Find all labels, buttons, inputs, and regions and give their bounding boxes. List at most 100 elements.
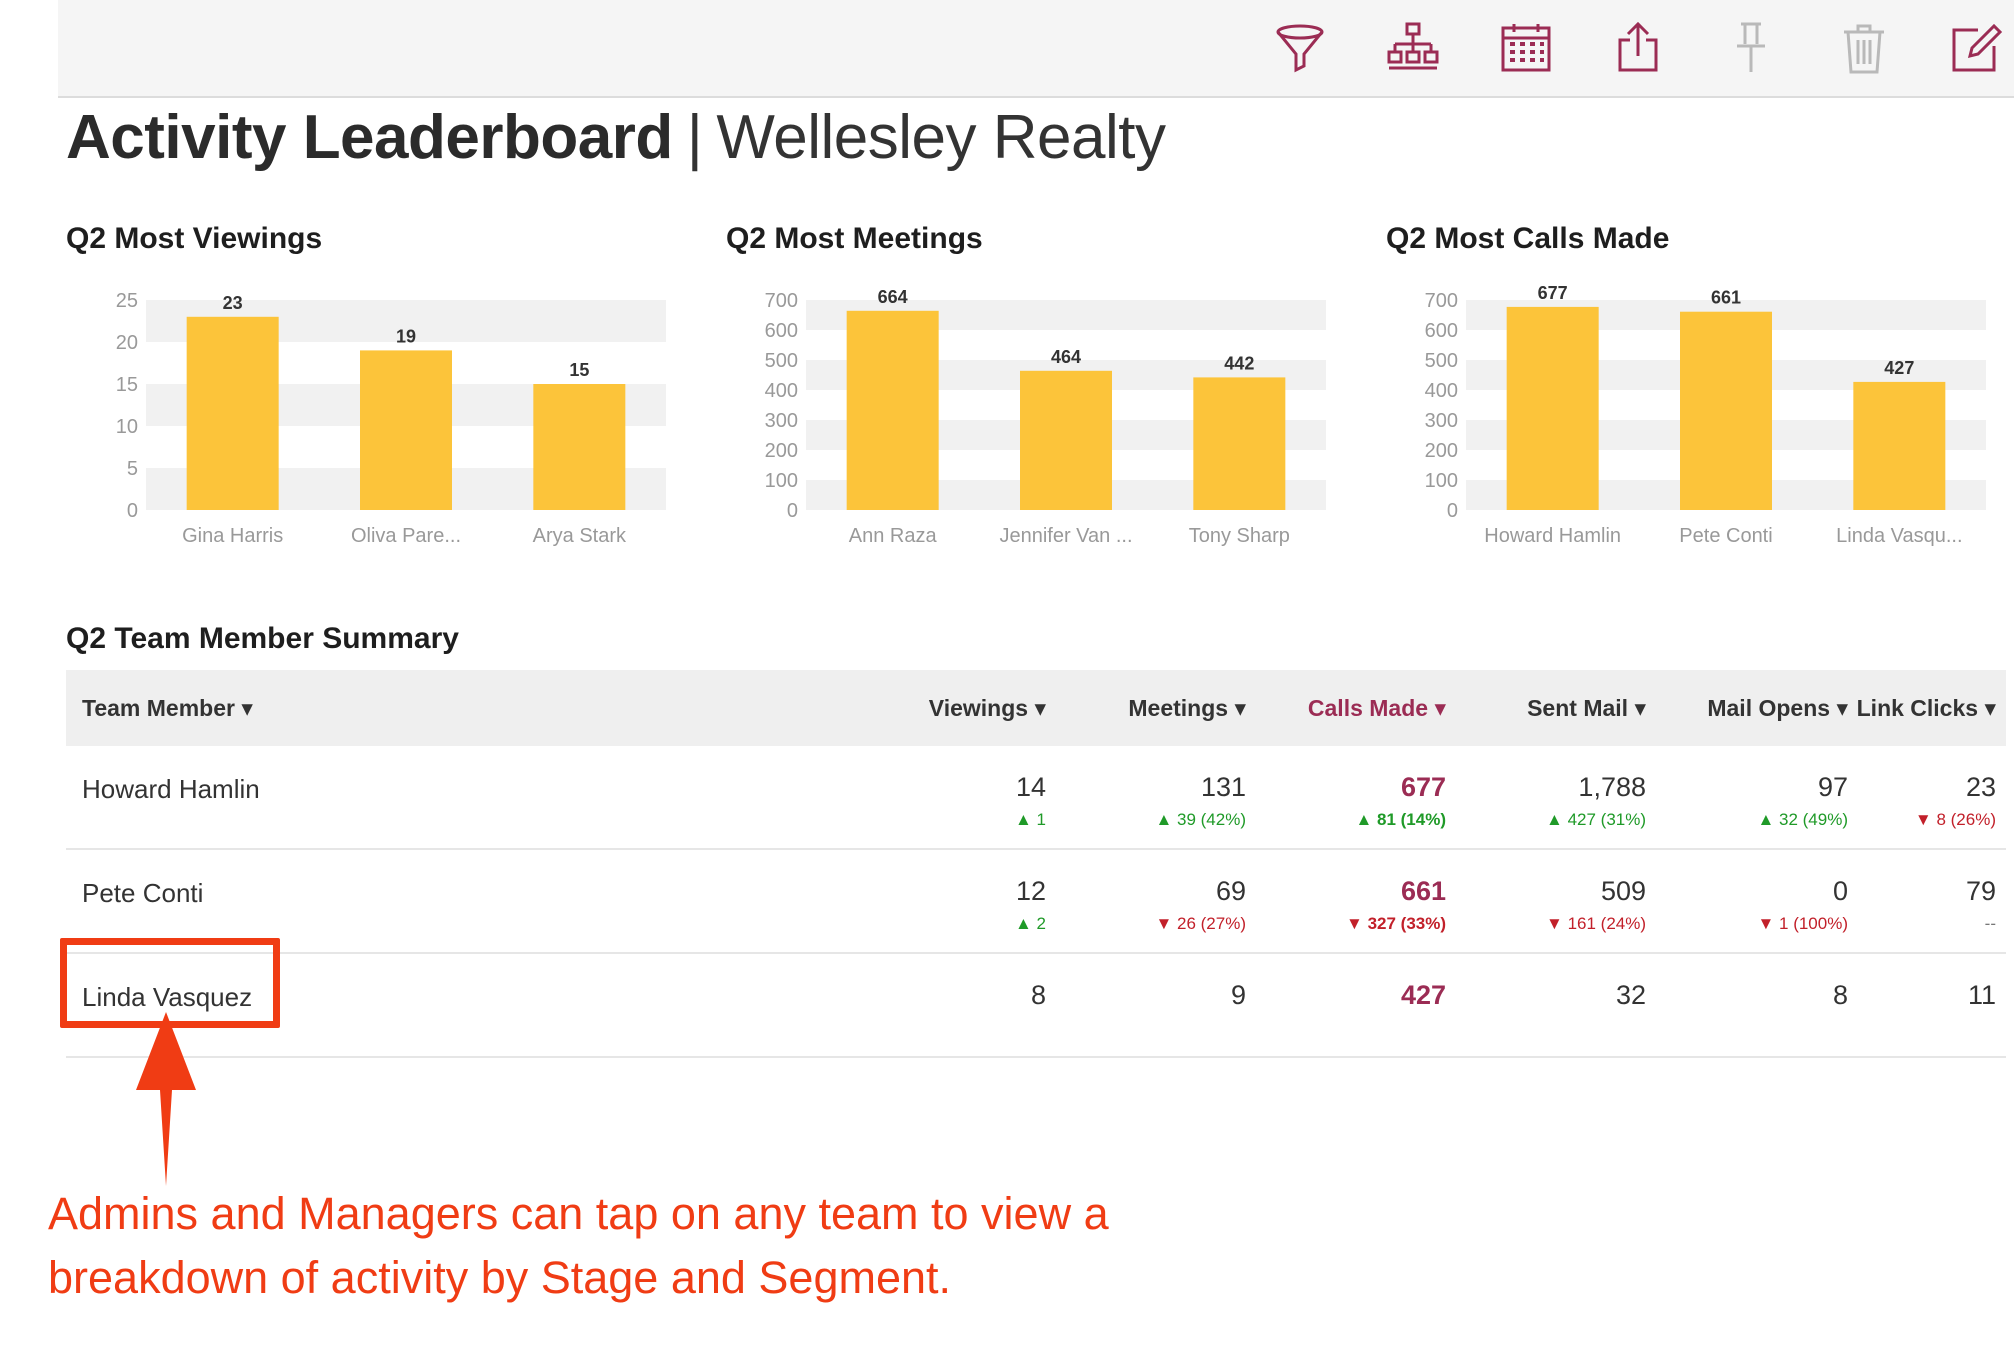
mail-opens-change: ▼ 1 (100%) xyxy=(1757,914,1848,933)
link-clicks-value: 23 xyxy=(1965,772,1996,802)
y-tick-label: 25 xyxy=(116,290,138,312)
bar-value-label: 664 xyxy=(878,287,908,307)
trash-icon[interactable] xyxy=(1834,18,1894,78)
y-tick-label: 500 xyxy=(1425,350,1458,372)
table-row[interactable]: Linda Vasquez 8 9 427 32 8 11 xyxy=(66,954,2006,1058)
table-header: Team Member ▾ Viewings ▾ Meetings ▾ Call… xyxy=(66,670,2006,746)
calls-made-cell: 427 xyxy=(1296,978,1446,1016)
meetings-value: 131 xyxy=(1200,772,1246,802)
x-category-label: Linda Vasqu... xyxy=(1836,525,1962,547)
column-meetings[interactable]: Meetings ▾ xyxy=(1128,695,1246,721)
column-calls-made[interactable]: Calls Made ▾ xyxy=(1307,695,1446,721)
bar[interactable] xyxy=(1680,311,1772,510)
y-tick-label: 500 xyxy=(765,350,798,372)
y-tick-label: 600 xyxy=(765,320,798,342)
bar[interactable] xyxy=(533,384,626,510)
link-clicks-cell: 79 -- xyxy=(1846,874,1996,936)
chart-title-meetings: Q2 Most Meetings xyxy=(726,222,983,255)
calls-made-cell: 661 ▼ 327 (33%) xyxy=(1296,874,1446,936)
y-tick-label: 5 xyxy=(127,458,138,480)
meetings-cell: 69 ▼ 26 (27%) xyxy=(1096,874,1246,936)
pin-icon[interactable] xyxy=(1721,18,1781,78)
summary-table: Team Member ▾ Viewings ▾ Meetings ▾ Call… xyxy=(66,670,2006,1058)
bar-value-label: 15 xyxy=(569,360,589,380)
bar[interactable] xyxy=(1853,381,1946,510)
link-clicks-change: ▼ 8 (26%) xyxy=(1914,810,1996,829)
y-tick-label: 300 xyxy=(765,410,798,432)
annotation-text: Admins and Managers can tap on any team … xyxy=(48,1188,1109,1303)
y-tick-label: 0 xyxy=(1447,500,1458,522)
link-clicks-value: 79 xyxy=(1965,876,1996,906)
bar[interactable] xyxy=(360,350,452,510)
calls-made-change: ▲ 81 (14%) xyxy=(1355,810,1446,829)
team-member-name[interactable]: Pete Conti xyxy=(82,878,204,908)
sent-mail-value: 1,788 xyxy=(1578,772,1646,802)
summary-title: Q2 Team Member Summary xyxy=(66,622,459,655)
bar[interactable] xyxy=(1506,306,1599,510)
team-member-name[interactable]: Howard Hamlin xyxy=(82,774,260,804)
y-tick-label: 300 xyxy=(1425,410,1458,432)
y-tick-label: 400 xyxy=(1425,380,1458,402)
calls-made-value: 427 xyxy=(1400,980,1446,1010)
page-title: Activity Leaderboard | Wellesley Realty xyxy=(66,102,1166,173)
calendar-icon[interactable] xyxy=(1496,18,1556,78)
title-separator: | xyxy=(686,103,703,172)
bar[interactable] xyxy=(1193,377,1286,510)
meetings-change: ▼ 26 (27%) xyxy=(1155,914,1246,933)
column-link-clicks[interactable]: Link Clicks ▾ xyxy=(1856,695,1996,721)
edit-icon[interactable] xyxy=(1946,18,2006,78)
calls-made-value: 661 xyxy=(1400,876,1446,906)
mail-opens-change: ▲ 32 (49%) xyxy=(1757,810,1848,829)
sent-mail-cell: 509 ▼ 161 (24%) xyxy=(1496,874,1646,936)
y-tick-label: 200 xyxy=(1425,440,1458,462)
mail-opens-value: 0 xyxy=(1832,876,1848,906)
meetings-value: 9 xyxy=(1230,980,1246,1010)
chart-calls-svg: 0 100 200 300 400 500 600 700 677 Howard Hamlin 66… xyxy=(1425,283,1986,547)
column-team-member[interactable]: Team Member ▾ xyxy=(82,695,253,721)
y-tick-label: 600 xyxy=(1425,320,1458,342)
title-org: Wellesley Realty xyxy=(716,103,1166,172)
mail-opens-value: 97 xyxy=(1817,772,1848,802)
sent-mail-change: ▲ 427 (31%) xyxy=(1546,810,1646,829)
x-category-label: Oliva Pare... xyxy=(351,525,461,547)
calls-made-cell: 677 ▲ 81 (14%) xyxy=(1296,770,1446,832)
viewings-value: 14 xyxy=(1015,772,1046,802)
sent-mail-cell: 32 xyxy=(1496,978,1646,1016)
table-row[interactable]: Pete Conti 12 ▲ 2 69 ▼ 26 (27%) 661 ▼ 327 (33%… xyxy=(66,850,2006,954)
filter-icon[interactable] xyxy=(1270,18,1330,78)
sent-mail-value: 32 xyxy=(1615,980,1646,1010)
team-member-name[interactable]: Linda Vasquez xyxy=(82,982,253,1012)
sent-mail-change: ▼ 161 (24%) xyxy=(1546,914,1646,933)
bar-value-label: 19 xyxy=(396,326,416,346)
chart-title-viewings: Q2 Most Viewings xyxy=(66,222,323,255)
table-body: Howard Hamlin 14 ▲ 1 131 ▲ 39 (42%) 677 ▲ 81 (… xyxy=(66,746,2006,1058)
bar-value-label: 427 xyxy=(1884,358,1914,378)
y-tick-label: 0 xyxy=(787,500,798,522)
column-sent-mail[interactable]: Sent Mail ▾ xyxy=(1527,695,1646,721)
viewings-value: 12 xyxy=(1015,876,1046,906)
meetings-cell: 9 xyxy=(1096,978,1246,1016)
bar[interactable] xyxy=(186,316,279,510)
bar[interactable] xyxy=(846,310,939,510)
column-mail-opens[interactable]: Mail Opens ▾ xyxy=(1707,695,1848,721)
x-category-label: Pete Conti xyxy=(1679,525,1772,547)
sent-mail-value: 509 xyxy=(1600,876,1646,906)
x-category-label: Gina Harris xyxy=(182,525,283,547)
y-tick-label: 0 xyxy=(127,500,138,522)
bar[interactable] xyxy=(1020,370,1112,510)
chart-meetings-svg: 0 100 200 300 400 500 600 700 664 Ann Raza 464 Jenn… xyxy=(765,287,1326,547)
column-viewings[interactable]: Viewings ▾ xyxy=(928,695,1046,721)
mail-opens-value: 8 xyxy=(1832,980,1848,1010)
meetings-value: 69 xyxy=(1215,876,1246,906)
hierarchy-icon[interactable] xyxy=(1383,18,1443,78)
chart-calls: 0 100 200 300 400 500 600 700 677 Howard Hamlin 66… xyxy=(1386,270,2014,560)
table-row[interactable]: Howard Hamlin 14 ▲ 1 131 ▲ 39 (42%) 677 ▲ 81 (… xyxy=(66,746,2006,850)
toolbar xyxy=(58,0,2014,98)
chart-viewings-svg: 0 5 10 15 20 25 23 Gina Harris 19 Oliva Pare... 15… xyxy=(116,290,666,547)
meetings-cell: 131 ▲ 39 (42%) xyxy=(1096,770,1246,832)
viewings-change: ▲ 2 xyxy=(1014,914,1046,933)
x-category-label: Ann Raza xyxy=(849,525,938,547)
share-icon[interactable] xyxy=(1608,18,1668,78)
viewings-cell: 14 ▲ 1 xyxy=(896,770,1046,832)
y-tick-label: 200 xyxy=(765,440,798,462)
